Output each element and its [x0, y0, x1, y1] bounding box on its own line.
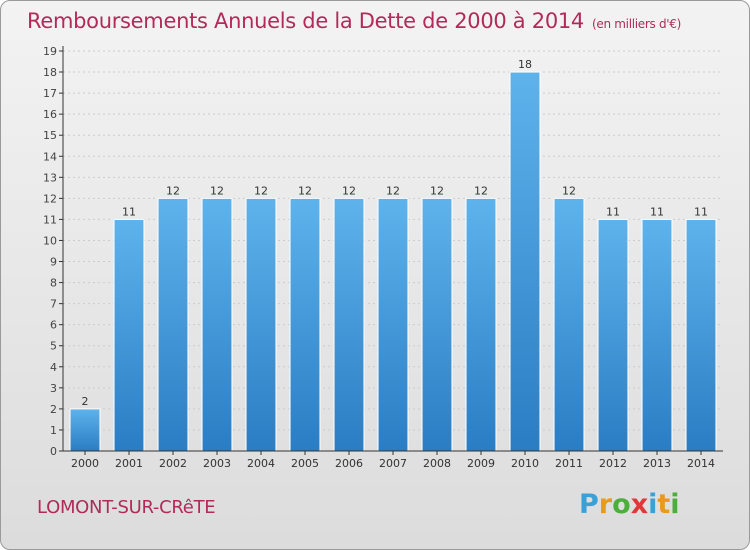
y-tick-label: 8	[50, 277, 57, 290]
data-label: 11	[606, 205, 620, 218]
y-tick-label: 5	[50, 340, 57, 353]
x-tick-label: 2010	[511, 457, 539, 470]
data-label: 12	[166, 184, 180, 197]
commune-name: LOMONT-SUR-CRêTE	[37, 497, 216, 518]
bar	[421, 197, 453, 452]
x-tick-label: 2002	[159, 457, 187, 470]
chart-unit: (en milliers d'€)	[592, 17, 682, 31]
y-tick-label: 18	[43, 66, 57, 79]
bar	[201, 197, 233, 452]
x-tick-label: 2001	[115, 457, 143, 470]
x-tick-label: 2007	[379, 457, 407, 470]
logo-letter: o	[612, 489, 631, 520]
data-label: 11	[694, 205, 708, 218]
labels: 0123456789101112131415161718192200011200…	[43, 45, 715, 470]
y-tick-label: 9	[50, 256, 57, 269]
data-label: 2	[82, 395, 89, 408]
bar	[553, 197, 585, 452]
y-tick-label: 14	[43, 150, 57, 163]
y-tick-label: 17	[43, 87, 57, 100]
x-tick-label: 2012	[599, 457, 627, 470]
y-tick-label: 6	[50, 319, 57, 332]
bar	[289, 197, 321, 452]
proxiti-logo: Proxiti	[579, 489, 680, 520]
data-label: 12	[254, 184, 268, 197]
x-tick-label: 2009	[467, 457, 495, 470]
logo-letter: i	[648, 489, 658, 520]
y-tick-label: 11	[43, 213, 57, 226]
bar	[377, 197, 409, 452]
y-tick-label: 19	[43, 45, 57, 58]
chart-title-text: Remboursements Annuels de la Dette de 20…	[27, 9, 584, 33]
logo-letter: r	[598, 489, 613, 520]
data-label: 12	[562, 184, 576, 197]
y-tick-label: 15	[43, 129, 57, 142]
bar	[509, 71, 541, 452]
x-tick-label: 2011	[555, 457, 583, 470]
y-tick-label: 10	[43, 234, 57, 247]
data-label: 11	[122, 205, 136, 218]
y-tick-label: 12	[43, 192, 57, 205]
y-tick-label: 3	[50, 382, 57, 395]
y-tick-label: 2	[50, 403, 57, 416]
logo-letter: t	[657, 489, 671, 520]
data-label: 12	[298, 184, 312, 197]
data-label: 12	[342, 184, 356, 197]
y-tick-label: 7	[50, 298, 57, 311]
x-tick-label: 2008	[423, 457, 451, 470]
chart-title: Remboursements Annuels de la Dette de 20…	[27, 9, 681, 33]
bar	[685, 218, 717, 452]
axes	[59, 46, 723, 455]
data-label: 12	[210, 184, 224, 197]
x-tick-label: 2003	[203, 457, 231, 470]
data-label: 12	[474, 184, 488, 197]
logo-letter: i	[670, 489, 680, 520]
bar	[333, 197, 365, 452]
logo-letter: x	[630, 489, 649, 520]
data-label: 12	[386, 184, 400, 197]
logo-letter: P	[579, 489, 599, 520]
y-tick-label: 13	[43, 171, 57, 184]
data-label: 18	[518, 58, 532, 71]
y-tick-label: 0	[50, 445, 57, 458]
x-tick-label: 2006	[335, 457, 363, 470]
bar	[641, 218, 673, 452]
y-tick-label: 1	[50, 424, 57, 437]
x-tick-label: 2005	[291, 457, 319, 470]
bar	[597, 218, 629, 452]
y-tick-label: 16	[43, 108, 57, 121]
bar	[69, 408, 101, 452]
y-tick-label: 4	[50, 361, 57, 374]
bars	[69, 71, 717, 452]
bar	[465, 197, 497, 452]
x-tick-label: 2004	[247, 457, 275, 470]
bar	[113, 218, 145, 452]
x-tick-label: 2000	[71, 457, 99, 470]
data-label: 12	[430, 184, 444, 197]
bar	[245, 197, 277, 452]
x-tick-label: 2014	[687, 457, 715, 470]
data-label: 11	[650, 205, 664, 218]
x-tick-label: 2013	[643, 457, 671, 470]
bar	[157, 197, 189, 452]
